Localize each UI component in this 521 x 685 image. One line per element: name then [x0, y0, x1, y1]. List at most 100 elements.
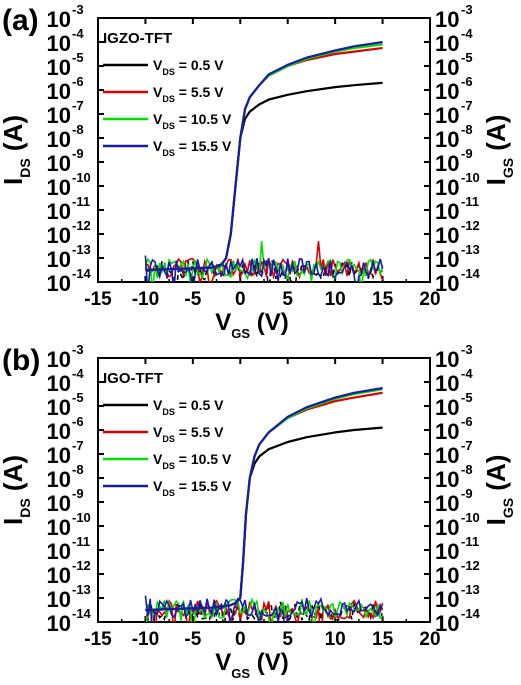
ids-curve — [145, 388, 383, 612]
y-tick-exponent: -5 — [72, 390, 84, 405]
legend: IGO-TFT VDS = 0.5 V VDS = 5.5 V VDS = 10.5 … — [103, 370, 232, 498]
y-tick-exponent: -11 — [72, 534, 90, 549]
y-tick-label-right: 10 — [435, 515, 459, 540]
y-tick-label-right: 10 — [435, 199, 459, 224]
y-tick-exponent-right: -3 — [461, 2, 473, 17]
x-tick-label: 10 — [325, 289, 346, 310]
x-tick-label: -5 — [184, 629, 201, 650]
x-tick-label: -10 — [132, 289, 159, 310]
y-tick-label-right: 10 — [435, 247, 459, 272]
y-tick-label-right: 10 — [435, 175, 459, 200]
y-tick-exponent: -6 — [72, 74, 84, 89]
y-tick-exponent: -4 — [72, 26, 84, 41]
x-tick-label: -15 — [84, 629, 112, 650]
y-tick-exponent-right: -3 — [461, 342, 473, 357]
y-tick-label: 10 — [47, 395, 71, 420]
y-axis-label-left: IDS (A) — [0, 115, 33, 185]
y-tick-exponent: -9 — [72, 146, 84, 161]
legend-label: VDS = 10.5 V — [153, 451, 232, 471]
y-tick-label-right: 10 — [435, 539, 459, 564]
y-tick-label: 10 — [47, 419, 71, 444]
y-tick-label-right: 10 — [435, 611, 459, 636]
y-tick-label: 10 — [47, 587, 71, 612]
y-tick-label-right: 10 — [435, 419, 459, 444]
y-tick-exponent: -6 — [72, 414, 84, 429]
y-tick-exponent-right: -14 — [461, 606, 481, 621]
y-tick-label-right: 10 — [435, 443, 459, 468]
y-tick-exponent-right: -10 — [461, 510, 480, 525]
legend-label: VDS = 5.5 V — [153, 424, 224, 444]
igs-trace — [144, 255, 384, 282]
legend-label: VDS = 15.5 V — [153, 138, 232, 158]
y-tick-exponent: -12 — [72, 218, 91, 233]
y-tick-label-right: 10 — [435, 271, 459, 296]
y-tick-exponent-right: -13 — [461, 582, 480, 597]
y-tick-label-right: 10 — [435, 55, 459, 80]
panel-label: (a) — [2, 4, 39, 37]
y-tick-label-right: 10 — [435, 587, 459, 612]
y-axis-label-right: IGS (A) — [481, 455, 516, 526]
y-tick-exponent: -7 — [72, 98, 84, 113]
ids-curve — [145, 386, 383, 612]
plot-area — [144, 40, 384, 282]
y-tick-label-right: 10 — [435, 7, 459, 32]
y-tick-label: 10 — [47, 103, 71, 128]
x-tick-label: 15 — [372, 629, 394, 650]
x-tick-label: 5 — [282, 289, 293, 310]
y-tick-label: 10 — [47, 7, 71, 32]
y-tick-exponent-right: -6 — [461, 414, 473, 429]
y-tick-exponent: -7 — [72, 438, 84, 453]
x-tick-label: 20 — [419, 629, 440, 650]
y-axis-label-left: IDS (A) — [0, 455, 33, 525]
x-tick-label: 0 — [235, 289, 246, 310]
y-tick-exponent: -10 — [72, 170, 91, 185]
y-tick-label: 10 — [47, 371, 71, 396]
y-tick-exponent-right: -6 — [461, 74, 473, 89]
y-tick-label: 10 — [47, 151, 71, 176]
y-tick-label: 10 — [47, 491, 71, 516]
y-tick-exponent: -14 — [72, 266, 92, 281]
y-tick-exponent: -3 — [72, 2, 84, 17]
y-tick-label-right: 10 — [435, 127, 459, 152]
legend-label: VDS = 10.5 V — [153, 111, 232, 131]
y-tick-exponent-right: -11 — [461, 534, 479, 549]
y-tick-exponent-right: -7 — [461, 438, 473, 453]
y-tick-label: 10 — [47, 223, 71, 248]
y-tick-exponent-right: -5 — [461, 50, 473, 65]
plot-frame — [97, 17, 431, 283]
x-axis-label: VGS (V) — [215, 649, 288, 681]
igs-trace — [144, 595, 384, 622]
x-tick-label: -5 — [184, 289, 201, 310]
x-tick-label: 5 — [282, 629, 293, 650]
y-tick-exponent: -5 — [72, 50, 84, 65]
y-tick-label-right: 10 — [435, 347, 459, 372]
y-tick-label: 10 — [47, 271, 71, 296]
y-axis-label-right: IGS (A) — [481, 115, 516, 186]
y-tick-exponent: -8 — [72, 462, 84, 477]
y-tick-label: 10 — [47, 55, 71, 80]
y-tick-exponent-right: -12 — [461, 218, 480, 233]
legend-label: VDS = 0.5 V — [153, 397, 224, 417]
panel-label: (b) — [2, 344, 40, 377]
y-tick-exponent-right: -4 — [461, 366, 473, 381]
y-tick-label-right: 10 — [435, 395, 459, 420]
y-tick-label: 10 — [47, 127, 71, 152]
y-tick-exponent-right: -11 — [461, 194, 479, 209]
y-tick-label-right: 10 — [435, 467, 459, 492]
y-tick-exponent-right: -14 — [461, 266, 481, 281]
y-tick-label: 10 — [47, 199, 71, 224]
y-tick-label-right: 10 — [435, 371, 459, 396]
y-tick-label: 10 — [47, 563, 71, 588]
y-tick-exponent: -4 — [72, 366, 84, 381]
y-tick-exponent: -10 — [72, 510, 91, 525]
y-tick-exponent-right: -13 — [461, 242, 480, 257]
y-tick-label-right: 10 — [435, 103, 459, 128]
y-tick-exponent-right: -8 — [461, 462, 473, 477]
x-tick-label: 10 — [325, 629, 346, 650]
x-tick-label: 0 — [235, 629, 246, 650]
y-tick-exponent-right: -10 — [461, 170, 480, 185]
y-tick-exponent: -14 — [72, 606, 92, 621]
y-tick-exponent-right: -5 — [461, 390, 473, 405]
chart-title: IGO-TFT — [103, 370, 163, 387]
